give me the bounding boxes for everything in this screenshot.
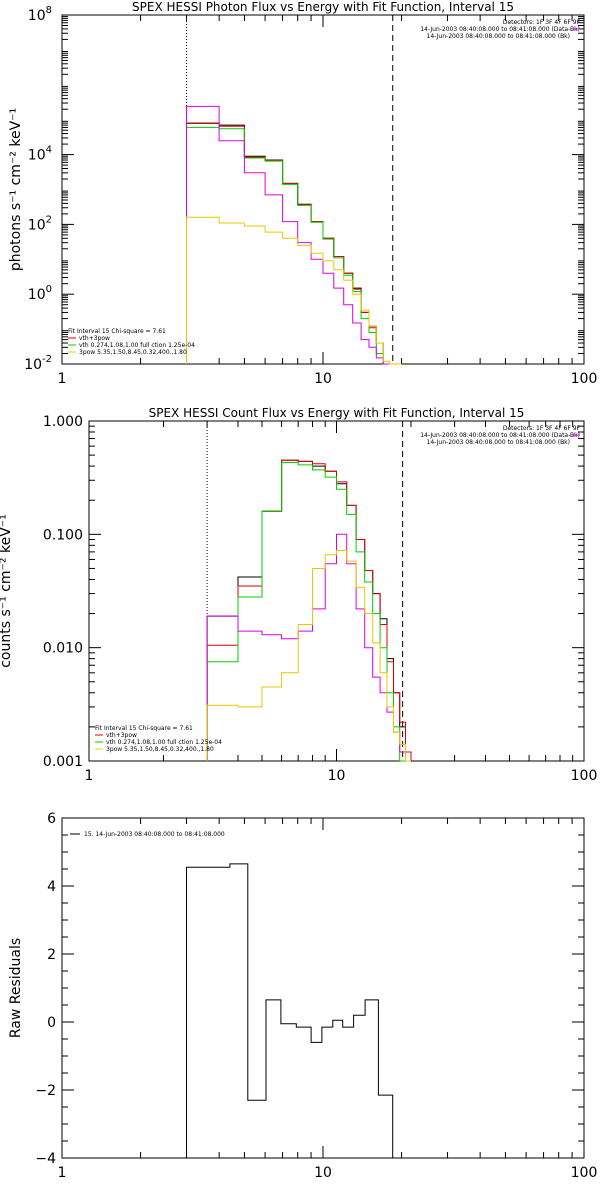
- series-line-4: [186, 105, 390, 365]
- fit-legend-text: Fit Interval 15 Chi-square = 7.61: [68, 328, 166, 335]
- info-text: 14-Jun-2003 08:40:08.000 to 08:41:08.000…: [420, 432, 580, 439]
- info-text: Detectors: 1F 3F 4F 6F 9F: [503, 19, 581, 26]
- fit-legend-text: Fit Interval 15 Chi-square = 7.61: [95, 725, 193, 732]
- fit-legend-text: vth 0.274,1.08,1.00 full ction 1.25e-04: [79, 342, 195, 349]
- y-axis-label: counts s⁻¹ cm⁻² keV⁻¹: [0, 514, 14, 668]
- y-tick-label: 1.000: [43, 414, 83, 430]
- x-tick-label: 10: [328, 768, 346, 784]
- x-tick-label: 1: [58, 1165, 67, 1181]
- y-tick-label: 104: [28, 145, 52, 164]
- x-tick-label: 100: [571, 371, 598, 387]
- chart-panel-3: 1 10 100 −4 −2 0 2 4 6 Raw Residuals 15. 14-Jun-20…: [8, 811, 597, 1181]
- y-tick-label: −4: [35, 1151, 56, 1167]
- chart-panel-1: SPEX HESSI Photon Flux vs Energy with Fi…: [8, 0, 597, 387]
- fit-legend-text: 3pow 5.35,1.50,8.45,0.32,400.,1.80: [79, 349, 187, 356]
- y-axis-label: photons s⁻¹ cm⁻² keV⁻¹: [8, 108, 24, 271]
- series-line-5: [206, 550, 411, 762]
- x-tick-label: 10: [314, 1165, 332, 1181]
- x-tick-label: 10: [314, 371, 332, 387]
- plot-frame: [61, 14, 585, 365]
- fit-legend-text: vth 0.274,1.08,1.00 full ction 1.25e-04: [106, 739, 222, 746]
- y-tick-label: 0.001: [43, 754, 83, 770]
- residual-legend-text: 15. 14-Jun-2003 08:40:08.000 to 08:41:08…: [84, 831, 225, 838]
- info-text: 14-Jun-2003 08:40:08.000 to 08:41:08.000…: [427, 33, 570, 40]
- fit-legend-text: vth+3pow: [79, 335, 110, 342]
- y-tick-label: 4: [47, 879, 56, 895]
- y-tick-label: 0: [47, 1015, 56, 1031]
- series-line-3: [186, 126, 396, 365]
- fit-legend-text: 3pow 5.35,1.50,8.45,0.32,400.,1.80: [106, 746, 214, 753]
- x-tick-label: 1: [58, 371, 67, 387]
- fit-legend-text: vth+3pow: [106, 732, 137, 739]
- info-text: 14-Jun-2003 08:40:08.000 to 08:41:08.000…: [420, 26, 580, 33]
- x-tick-label: 1: [85, 768, 94, 784]
- y-tick-label: 102: [28, 214, 52, 233]
- info-text: 14-Jun-2003 08:40:08.000 to 08:41:08.000…: [427, 439, 570, 446]
- chart-panel-2: SPEX HESSI Count Flux vs Energy with Fit…: [0, 406, 597, 784]
- plot-frame: [61, 817, 585, 1159]
- series-line-4: [206, 533, 406, 761]
- y-axis-label: Raw Residuals: [8, 938, 24, 1038]
- series-line-1: [186, 863, 394, 1158]
- x-tick-label: 100: [571, 1165, 598, 1181]
- y-tick-label: 0.010: [43, 641, 83, 657]
- y-tick-label: 6: [47, 811, 56, 827]
- y-tick-label: 0.100: [43, 527, 83, 543]
- x-tick-label: 100: [571, 768, 598, 784]
- series-line-3: [206, 462, 406, 762]
- y-tick-label: 100: [28, 284, 52, 303]
- y-tick-label: 108: [28, 5, 52, 24]
- y-tick-label: 10-2: [24, 354, 52, 373]
- series-line-5: [186, 216, 402, 365]
- y-tick-label: −2: [35, 1083, 56, 1099]
- chart-title: SPEX HESSI Photon Flux vs Energy with Fi…: [132, 0, 514, 14]
- y-tick-label: 2: [47, 947, 56, 963]
- info-text: Detectors: 1F 3F 4F 6F 9F: [503, 425, 581, 432]
- chart-title: SPEX HESSI Count Flux vs Energy with Fit…: [149, 406, 525, 420]
